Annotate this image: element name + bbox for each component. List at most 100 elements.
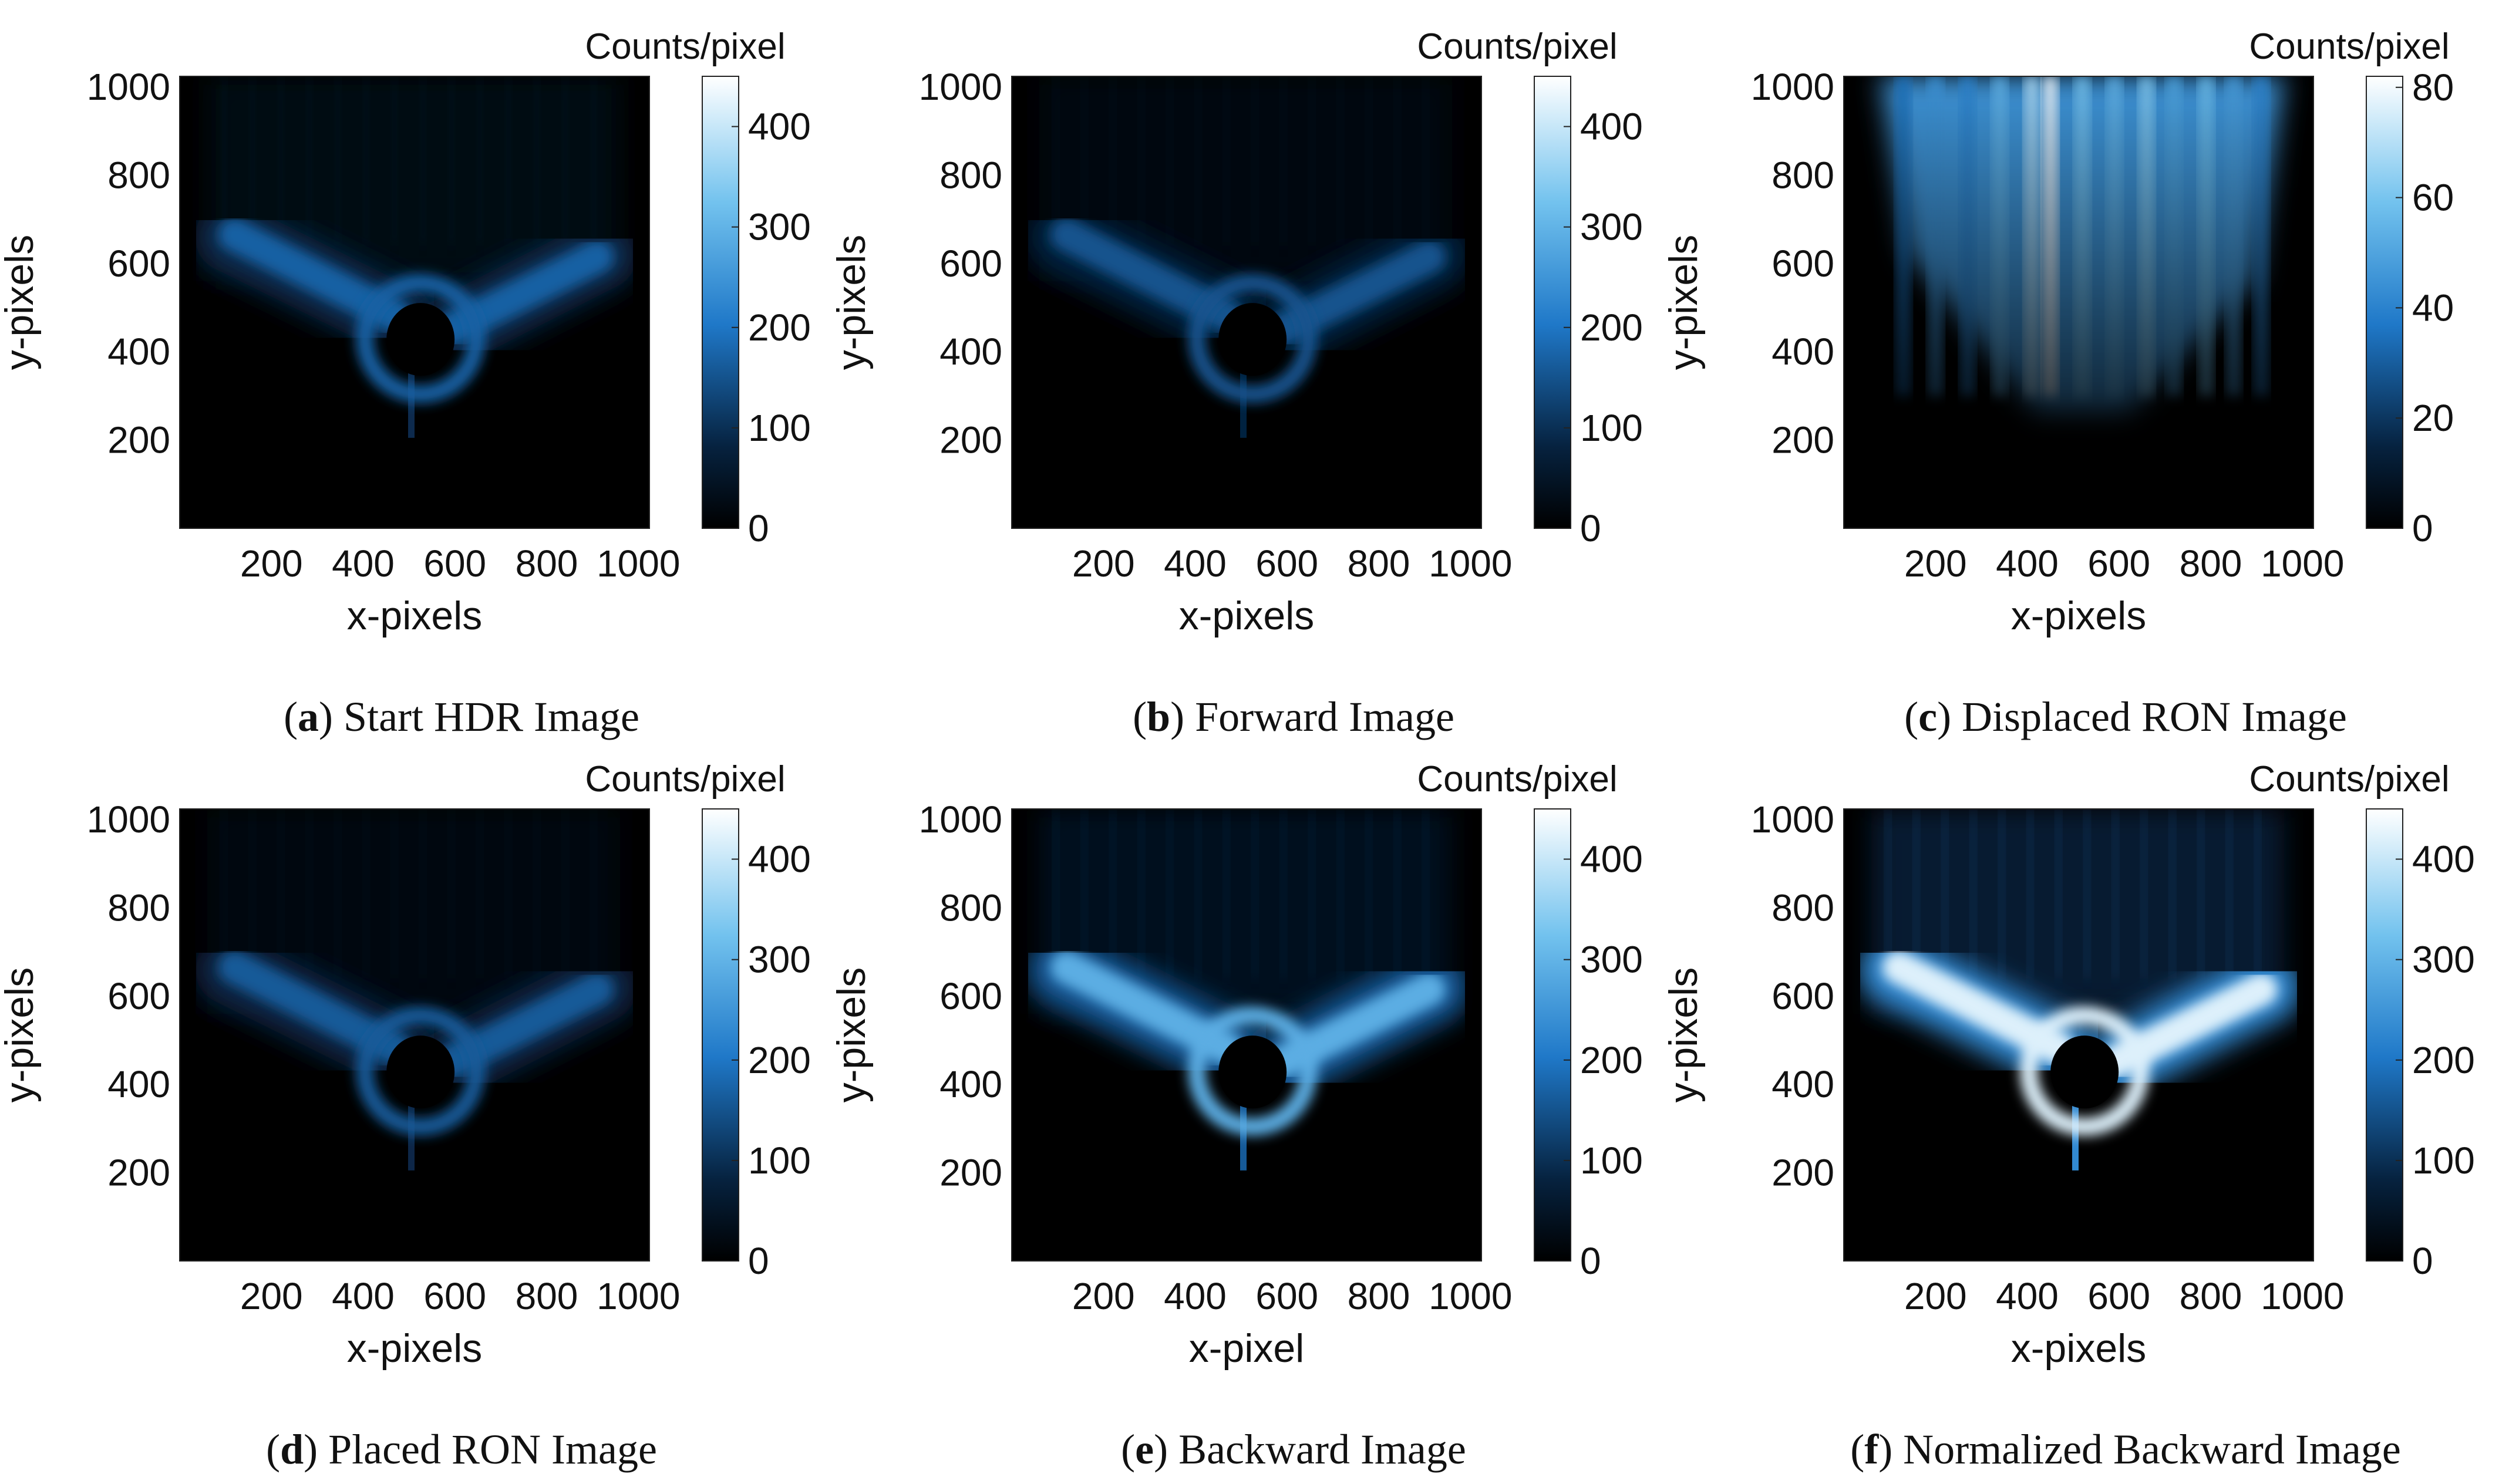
y-tick-label: 1000 (1751, 798, 1834, 841)
y-tick-label: 400 (107, 330, 170, 373)
x-axis-label: x-pixels (347, 593, 483, 638)
x-tick-label: 800 (516, 1275, 578, 1317)
colorbar-tick-label: 400 (2412, 838, 2475, 881)
panel-caption: (b) Forward Image (1133, 693, 1454, 740)
y-tick-label: 1000 (919, 798, 1002, 841)
x-tick-label: 800 (2180, 1275, 2242, 1317)
colorbar (2366, 808, 2403, 1262)
panel-caption: (c) Displaced RON Image (1904, 693, 2347, 740)
colorbar-tick-label: 100 (1580, 407, 1643, 449)
x-tick-label: 600 (423, 542, 486, 585)
y-tick-label: 600 (107, 242, 170, 285)
x-tick-label: 1000 (597, 542, 680, 585)
x-tick-label: 1000 (2261, 542, 2344, 585)
x-tick-label: 1000 (1429, 542, 1512, 585)
heatmap-image (180, 809, 649, 1261)
colorbar-tick-label: 100 (748, 1139, 811, 1182)
colorbar-tick-label: 300 (1580, 939, 1643, 981)
x-tick-label: 1000 (2261, 1275, 2344, 1317)
colorbar-tick-label: 0 (748, 1240, 769, 1282)
y-tick-label: 200 (107, 419, 170, 461)
colorbar-tick-label: 0 (1580, 1240, 1601, 1282)
heatmap-image (1880, 76, 2284, 414)
y-tick-label: 800 (1772, 154, 1834, 196)
panel-b: 200 400 600 800 10002004006008001000x-pixels… (829, 26, 1643, 740)
x-axis-label: x-pixels (2011, 1326, 2147, 1371)
colorbar (1534, 76, 1571, 529)
y-tick-label: 1000 (87, 66, 170, 108)
x-axis-label: x-pixel (1189, 1326, 1305, 1371)
panel-letter: a (298, 693, 319, 740)
y-tick-label: 1000 (919, 66, 1002, 108)
y-tick-label: 400 (939, 1063, 1002, 1105)
x-tick-label: 400 (332, 1275, 395, 1317)
colorbar-label: Counts/pixel (1417, 26, 1617, 67)
x-tick-label: 200 (240, 1275, 303, 1317)
y-axis-label: y-pixels (0, 235, 42, 370)
colorbar-tick-label: 400 (1580, 106, 1643, 148)
panel-c: 200 400 600 800 10002004006008001000x-pixels… (1661, 26, 2454, 740)
x-axis-label: x-pixels (1179, 593, 1315, 638)
panel-f: 200 400 600 800 10002004006008001000x-pixels… (1661, 759, 2475, 1473)
x-tick-label: 600 (423, 1275, 486, 1317)
x-tick-label: 800 (1348, 542, 1410, 585)
panel-letter: f (1864, 1426, 1879, 1473)
colorbar (1534, 808, 1571, 1262)
x-tick-label: 1000 (1429, 1275, 1512, 1317)
colorbar-label: Counts/pixel (585, 759, 785, 800)
y-tick-label: 400 (1772, 330, 1834, 373)
y-axis-label: y-pixels (1661, 967, 1706, 1103)
panel-letter: b (1147, 693, 1170, 740)
panel-d: 200 400 600 800 10002004006008001000x-pixels… (0, 759, 811, 1473)
axes-frame (179, 76, 650, 529)
colorbar-tick-label: 200 (1580, 1039, 1643, 1081)
panel-e: 200 400 600 800 10002004006008001000x-pixely… (829, 759, 1643, 1473)
colorbar-label: Counts/pixel (1417, 759, 1617, 800)
x-axis-label: x-pixels (347, 1326, 483, 1371)
x-tick-label: 400 (1164, 1275, 1227, 1317)
axes-frame (1011, 808, 1482, 1262)
x-tick-label: 400 (332, 542, 395, 585)
heatmap-image (180, 76, 649, 528)
heatmap-image (1012, 809, 1481, 1261)
x-tick-label: 400 (1996, 1275, 2059, 1317)
heatmap-image (1012, 76, 1481, 528)
x-axis-label: x-pixels (2011, 593, 2147, 638)
colorbar-tick-label: 300 (2412, 939, 2475, 981)
colorbar-tick-label: 0 (1580, 507, 1601, 549)
y-tick-label: 400 (1772, 1063, 1834, 1105)
colorbar-tick-label: 100 (2412, 1139, 2475, 1182)
colorbar (702, 808, 739, 1262)
y-tick-label: 1000 (87, 798, 170, 841)
colorbar-tick-label: 200 (748, 306, 811, 349)
colorbar-label: Counts/pixel (2249, 759, 2449, 800)
colorbar-tick-label: 40 (2412, 286, 2454, 329)
x-tick-label: 200 (1072, 1275, 1135, 1317)
y-tick-label: 800 (107, 886, 170, 929)
colorbar-tick-label: 20 (2412, 397, 2454, 439)
colorbar-label: Counts/pixel (2249, 26, 2449, 67)
colorbar-tick-label: 0 (2412, 1240, 2433, 1282)
panel-a: 200 400 600 800 10002004006008001000x-pixels… (0, 26, 811, 740)
heatmap-image (1844, 809, 2313, 1261)
axes-frame (1843, 808, 2314, 1262)
hole (2050, 1036, 2119, 1109)
x-tick-label: 800 (516, 542, 578, 585)
x-tick-label: 600 (2087, 542, 2150, 585)
y-tick-label: 600 (1772, 242, 1834, 285)
y-tick-label: 800 (1772, 886, 1834, 929)
colorbar-tick-label: 0 (2412, 507, 2433, 549)
colorbar-label: Counts/pixel (585, 26, 785, 67)
y-tick-label: 800 (939, 886, 1002, 929)
colorbar-tick-label: 100 (748, 407, 811, 449)
axes-frame (179, 808, 650, 1262)
x-tick-label: 200 (1904, 1275, 1967, 1317)
y-tick-label: 200 (1772, 419, 1834, 461)
y-tick-label: 800 (939, 154, 1002, 196)
y-tick-label: 200 (107, 1152, 170, 1194)
y-tick-label: 200 (1772, 1152, 1834, 1194)
y-tick-label: 200 (939, 1152, 1002, 1194)
x-tick-label: 800 (1348, 1275, 1410, 1317)
axes-frame (1011, 76, 1482, 529)
